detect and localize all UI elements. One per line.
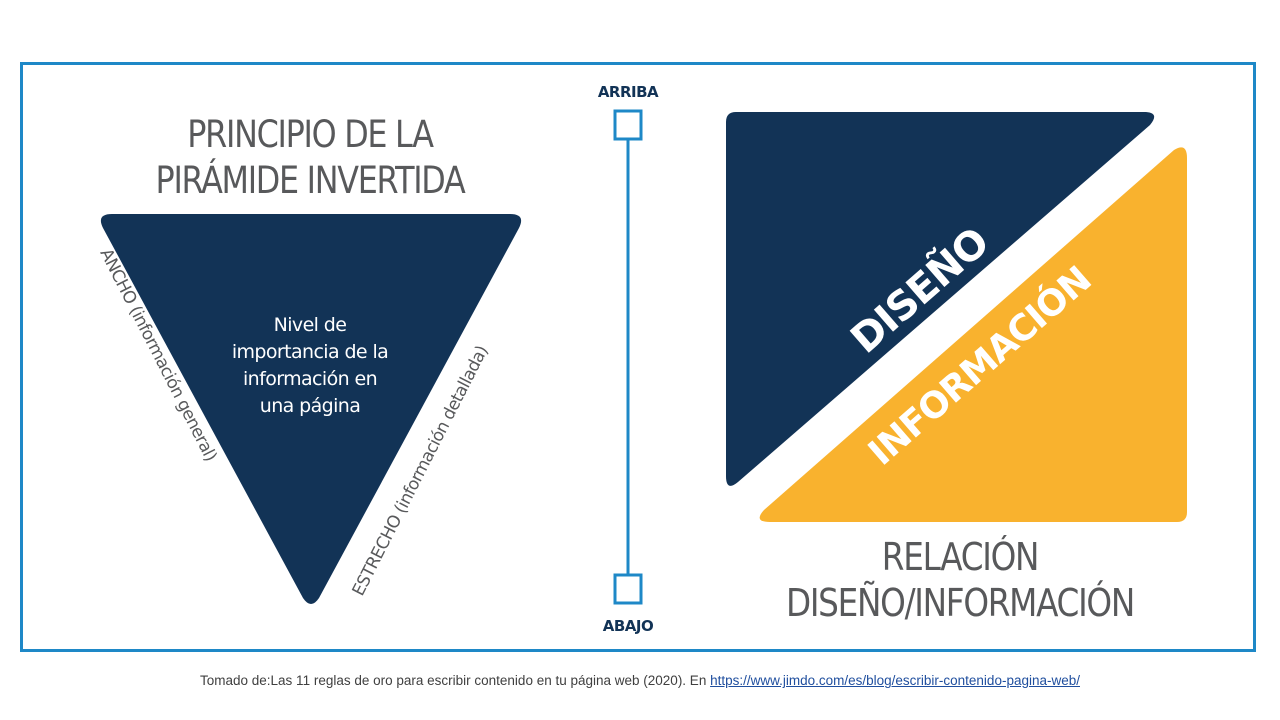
pyramid-title: PRINCIPIO DE LA PIRÁMIDE INVERTIDA — [147, 112, 474, 204]
scale-top-label: ARRIBA — [597, 83, 659, 101]
source-link[interactable]: https://www.jimdo.com/es/blog/escribir-c… — [710, 673, 1080, 688]
pyramid-center-line: información en — [242, 368, 378, 390]
scale-bottom-marker — [613, 573, 643, 605]
caption-text: Tomado de:Las 11 reglas de oro para escr… — [200, 673, 711, 688]
relation-title-line: DISEÑO/INFORMACIÓN — [785, 581, 1135, 625]
source-caption: Tomado de:Las 11 reglas de oro para escr… — [0, 673, 1280, 688]
inverted-pyramid-shape — [100, 214, 522, 604]
pyramid-center-text: Nivel de importancia de la información e… — [200, 312, 420, 420]
pyramid-center-line: Nivel de — [273, 314, 347, 336]
pyramid-center-line: importancia de la — [231, 341, 389, 363]
pyramid-center-line: una página — [259, 395, 361, 417]
relation-title: RELACIÓN DISEÑO/INFORMACIÓN — [771, 534, 1149, 626]
pyramid-title-line: PRINCIPIO DE LA — [187, 113, 434, 156]
design-triangle — [726, 112, 1155, 486]
information-triangle — [759, 147, 1187, 523]
scale-top-marker — [613, 109, 643, 141]
scale-bottom-label: ABAJO — [602, 617, 654, 635]
pyramid-title-line: PIRÁMIDE INVERTIDA — [155, 159, 466, 202]
relation-title-line: RELACIÓN — [881, 535, 1040, 579]
